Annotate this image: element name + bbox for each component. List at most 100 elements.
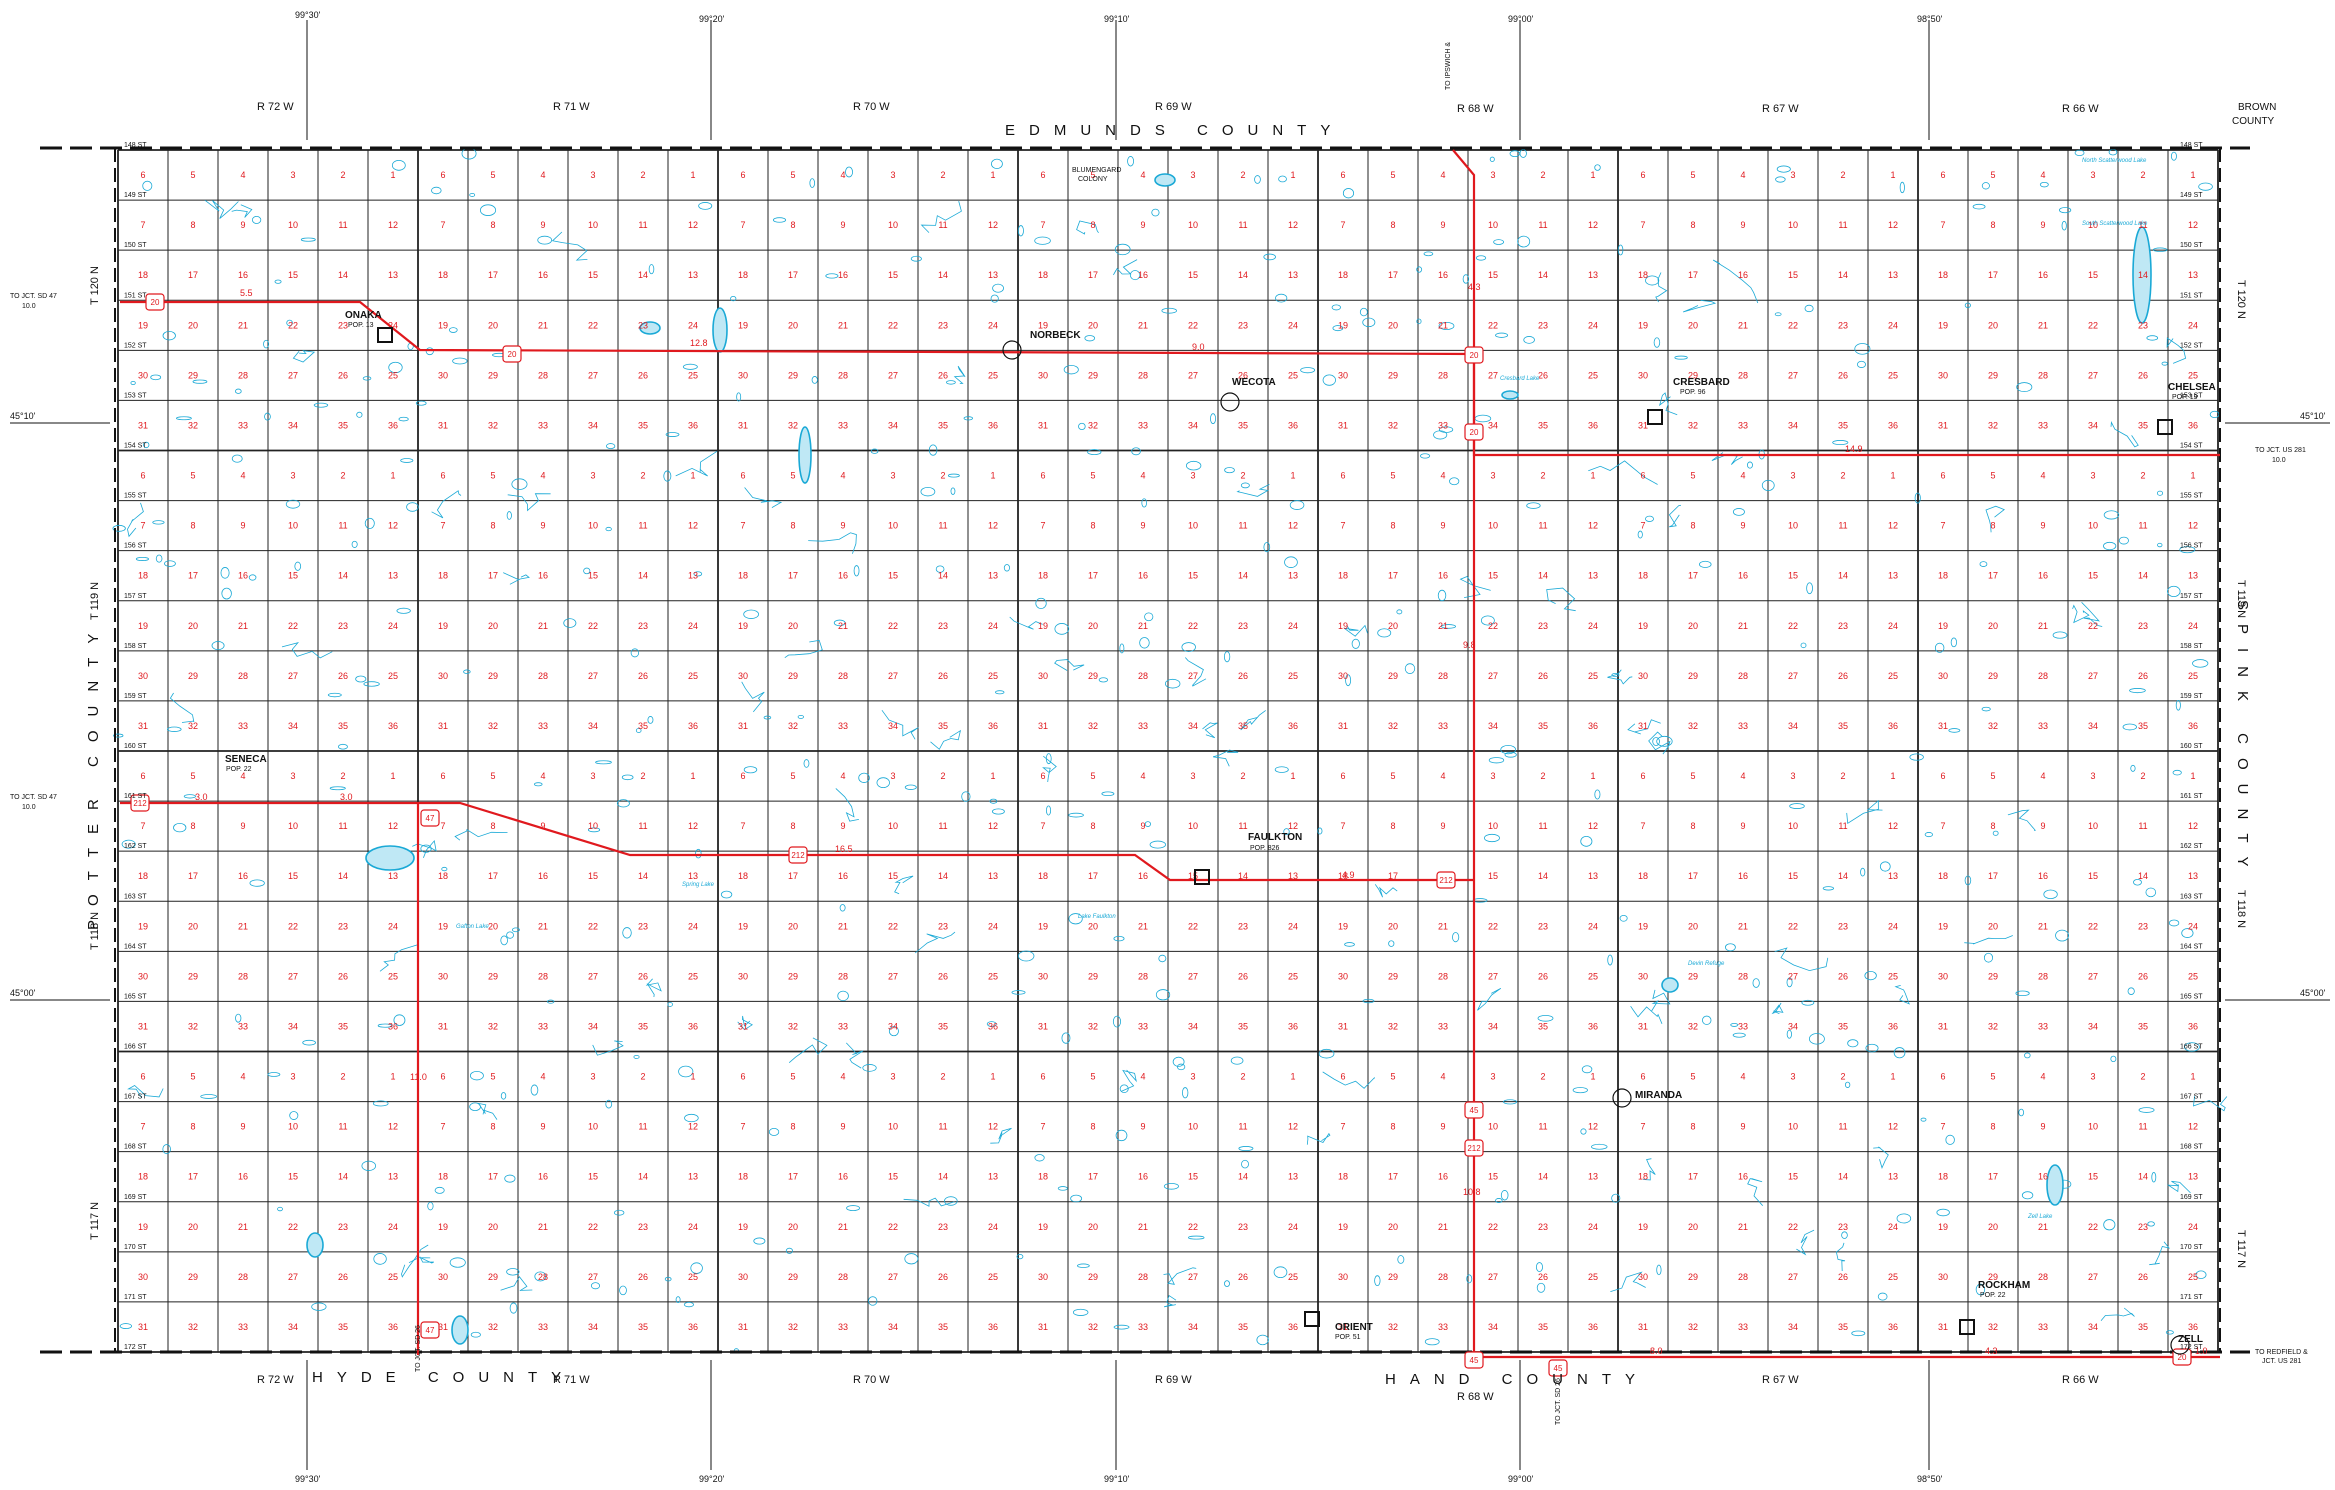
pond: [743, 766, 758, 774]
creek: [1873, 1146, 1889, 1169]
pond: [1003, 564, 1011, 572]
section-number: 31: [738, 721, 748, 731]
pond: [1433, 430, 1448, 440]
section-number: 10: [1188, 1122, 1198, 1132]
section-number: 31: [1638, 1322, 1648, 1332]
dest-east-2: TO REDFIELD &: [2255, 1349, 2308, 1356]
street-label: 163 ST: [124, 893, 147, 900]
section-number: 29: [788, 370, 798, 380]
section-number: 24: [688, 320, 698, 330]
pond: [1098, 677, 1109, 683]
pond: [1035, 597, 1047, 609]
street-label: 152 ST: [2180, 342, 2203, 349]
township-t119n-east: T 119 N: [2235, 580, 2247, 618]
section-number: 18: [1038, 270, 1048, 280]
section-number: 28: [1438, 671, 1448, 681]
pond: [2195, 1270, 2207, 1280]
creek: [894, 875, 914, 895]
pond: [1278, 175, 1287, 183]
creek: [784, 639, 823, 659]
pond: [1241, 1159, 1249, 1169]
section-number: 19: [738, 921, 748, 931]
pond: [2175, 699, 2181, 711]
creek: [477, 1102, 498, 1120]
pond: [1893, 1047, 1906, 1059]
street-label: 157 ST: [124, 593, 147, 600]
section-number: 3: [1190, 771, 1195, 781]
pond: [393, 1014, 406, 1026]
range-r66-top: R 66 W: [2062, 103, 2099, 115]
section-number: 19: [1338, 921, 1348, 931]
creek: [1477, 987, 1502, 1011]
section-number: 4: [1740, 170, 1745, 180]
pond: [506, 931, 514, 939]
section-number: 18: [1338, 270, 1348, 280]
pond: [811, 376, 818, 384]
pond: [682, 363, 698, 370]
section-number: 13: [1588, 871, 1598, 881]
pond: [2052, 631, 2068, 639]
pond: [1732, 1032, 1746, 1038]
section-number: 26: [1838, 370, 1848, 380]
section-number: 33: [1438, 420, 1448, 430]
section-number: 6: [1940, 170, 1945, 180]
section-number: 7: [740, 821, 745, 831]
section-number: 10: [1488, 1122, 1498, 1132]
section-number: 8: [1990, 821, 1995, 831]
section-number: 16: [1438, 270, 1448, 280]
section-number: 15: [888, 571, 898, 581]
creek: [2166, 337, 2187, 364]
section-number: 4: [540, 1072, 545, 1082]
pond: [2170, 151, 2177, 161]
lon-98-50-top: 98°50': [1917, 14, 1943, 24]
pond: [1572, 1087, 1588, 1094]
pond: [164, 560, 176, 567]
section-number: 4: [2040, 1072, 2045, 1082]
section-number: 23: [938, 621, 948, 631]
section-number: 8: [1390, 521, 1395, 531]
section-number: 24: [1588, 320, 1598, 330]
section-number: 24: [988, 621, 998, 631]
section-number: 28: [838, 370, 848, 380]
section-number: 6: [1340, 170, 1345, 180]
section-number: 23: [1838, 320, 1848, 330]
creek: [2007, 809, 2037, 831]
pond: [961, 791, 971, 802]
section-number: 3: [1790, 170, 1795, 180]
section-number: 16: [1138, 270, 1148, 280]
pond: [1806, 582, 1813, 595]
section-number: 12: [1888, 821, 1898, 831]
pond: [142, 180, 153, 191]
section-number: 14: [338, 1172, 348, 1182]
pond: [2103, 1219, 2116, 1231]
section-number: 36: [1888, 420, 1898, 430]
pond: [1653, 337, 1661, 348]
section-number: 15: [1788, 871, 1798, 881]
pond: [989, 798, 998, 804]
route-shield: 20: [1464, 346, 1484, 364]
section-number: 10: [288, 220, 298, 230]
section-number: 32: [1088, 1322, 1098, 1332]
section-number: 32: [1088, 420, 1098, 430]
potter-county-label: POTTER COUNTY: [85, 620, 102, 930]
street-label: 152 ST: [124, 342, 147, 349]
section-number: 9: [540, 521, 545, 531]
section-number: 28: [1738, 971, 1748, 981]
town-plat: [1194, 869, 1210, 885]
section-number: 21: [1738, 921, 1748, 931]
pond: [1254, 175, 1261, 184]
section-number: 28: [1438, 370, 1448, 380]
section-number: 30: [1638, 971, 1648, 981]
section-number: 24: [2188, 621, 2198, 631]
section-number: 14: [1838, 1172, 1848, 1182]
section-number: 16: [1438, 1172, 1448, 1182]
section-number: 32: [1088, 721, 1098, 731]
mileage-14: 4.3: [1985, 1346, 1998, 1356]
section-number: 10: [1788, 821, 1798, 831]
creek: [645, 978, 662, 998]
section-number: 20: [1988, 921, 1998, 931]
street-label: 165 ST: [124, 993, 147, 1000]
pond: [1909, 753, 1924, 761]
street-label: 169 ST: [2180, 1194, 2203, 1201]
street-label: 155 ST: [124, 493, 147, 500]
